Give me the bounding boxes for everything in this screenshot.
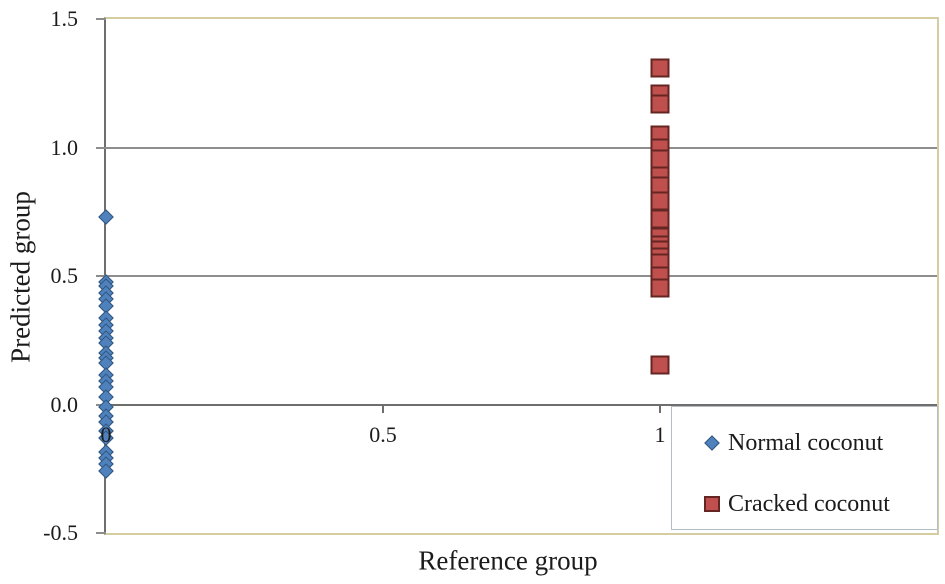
y-tick-label: 0.5 (50, 263, 79, 288)
y-tick-mark (96, 146, 106, 149)
data-point-square (650, 209, 670, 229)
y-tick-label: -0.5 (43, 520, 78, 545)
legend-item-normal-coconut: Normal coconut (702, 429, 883, 457)
data-point-diamond (98, 209, 114, 225)
legend-box: Normal coconut Cracked coconut (671, 406, 938, 530)
data-point-square (650, 94, 670, 114)
y-tick-label: 0.0 (50, 391, 79, 417)
x-tick-mark (382, 404, 384, 413)
x-axis-title: Reference group (418, 545, 598, 576)
y-tick-label: 1.0 (50, 134, 79, 160)
x-axis-line (106, 403, 937, 406)
data-point-square (650, 191, 670, 211)
y-tick-mark (96, 532, 106, 534)
plot-area: 1.5 1.0 0.5 0.0 -0.5 0 0.5 1 (43, 6, 939, 545)
x-tick-label: 0 (100, 421, 112, 447)
legend-label: Normal coconut (728, 430, 884, 456)
legend-label: Cracked coconut (728, 491, 890, 517)
gridline-y-1 (106, 146, 937, 149)
square-marker-icon (702, 494, 722, 514)
y-tick-label: 1.5 (50, 6, 79, 31)
y-tick-mark (96, 275, 106, 277)
legend-item-cracked-coconut: Cracked coconut (702, 490, 890, 518)
diamond-marker-icon (702, 433, 722, 453)
y-tick-mark (96, 18, 106, 20)
x-tick-label: 1 (654, 421, 666, 447)
data-point-square (650, 355, 670, 375)
gridline-y-0.5 (106, 275, 937, 277)
data-point-square (650, 278, 670, 298)
x-tick-mark (659, 404, 661, 413)
x-tick-label: 0.5 (369, 421, 397, 447)
data-point-square (650, 58, 670, 78)
